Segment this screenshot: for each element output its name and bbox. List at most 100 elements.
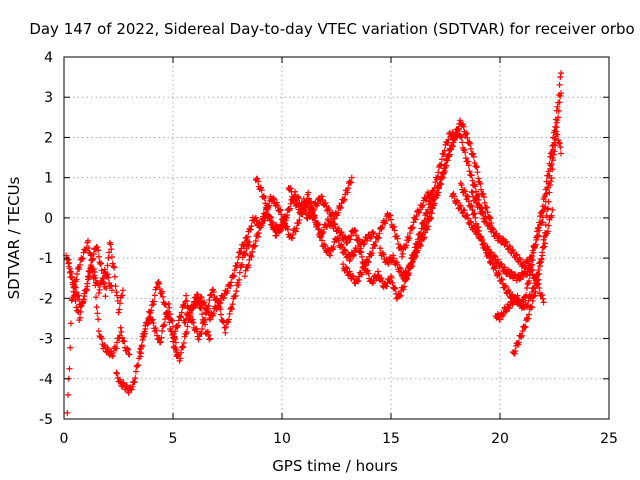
data-point bbox=[140, 333, 147, 340]
data-point bbox=[271, 196, 278, 203]
data-point bbox=[73, 276, 80, 283]
data-point bbox=[291, 194, 298, 201]
data-point bbox=[416, 209, 423, 216]
data-point bbox=[348, 232, 355, 239]
data-point bbox=[85, 245, 92, 252]
data-point bbox=[341, 196, 348, 203]
data-point bbox=[467, 145, 474, 152]
data-point bbox=[535, 276, 542, 283]
data-point bbox=[350, 251, 357, 258]
data-point bbox=[308, 198, 315, 205]
data-point bbox=[516, 276, 523, 283]
data-point bbox=[483, 215, 490, 222]
data-point bbox=[352, 227, 359, 234]
data-point bbox=[284, 223, 291, 230]
data-point bbox=[108, 282, 115, 289]
data-point bbox=[375, 234, 382, 241]
data-point bbox=[502, 283, 509, 290]
data-point bbox=[406, 265, 413, 272]
data-point bbox=[279, 223, 286, 230]
data-point bbox=[207, 335, 214, 342]
data-point bbox=[252, 214, 259, 221]
data-point bbox=[201, 316, 208, 323]
data-point bbox=[65, 256, 72, 263]
data-point bbox=[464, 193, 471, 200]
data-point bbox=[96, 286, 103, 293]
x-tick-label: 15 bbox=[382, 431, 400, 447]
data-point bbox=[113, 289, 120, 296]
data-point bbox=[465, 215, 472, 222]
data-point bbox=[249, 248, 256, 255]
data-point bbox=[255, 230, 262, 237]
data-point bbox=[105, 254, 112, 261]
data-point bbox=[391, 284, 398, 291]
data-point bbox=[118, 328, 125, 335]
data-point bbox=[175, 322, 182, 329]
y-tick-label: -2 bbox=[39, 291, 53, 307]
data-point bbox=[497, 316, 503, 323]
data-point bbox=[92, 282, 99, 289]
data-point bbox=[257, 184, 264, 191]
data-point bbox=[84, 237, 91, 244]
data-point bbox=[195, 336, 202, 343]
data-point bbox=[248, 223, 255, 230]
data-point bbox=[483, 204, 490, 211]
data-point bbox=[465, 158, 472, 165]
data-point bbox=[313, 202, 320, 209]
data-point bbox=[414, 249, 421, 256]
data-point bbox=[287, 185, 294, 192]
data-point bbox=[543, 212, 550, 219]
data-point bbox=[87, 269, 94, 276]
data-point bbox=[467, 218, 474, 225]
data-point bbox=[216, 300, 223, 307]
data-point bbox=[536, 219, 543, 226]
data-point bbox=[94, 244, 101, 251]
data-point bbox=[148, 307, 155, 314]
data-point bbox=[554, 131, 561, 138]
data-point bbox=[270, 195, 277, 202]
data-point bbox=[172, 339, 179, 346]
data-point bbox=[214, 303, 221, 310]
data-point bbox=[293, 225, 300, 232]
data-point bbox=[241, 251, 248, 258]
data-point bbox=[498, 260, 505, 267]
data-point bbox=[526, 278, 533, 285]
data-point bbox=[76, 261, 83, 268]
data-point bbox=[137, 353, 144, 360]
data-point bbox=[247, 252, 254, 259]
data-point bbox=[533, 234, 540, 241]
data-point bbox=[110, 263, 117, 270]
data-point bbox=[121, 338, 128, 345]
data-point bbox=[483, 204, 490, 211]
series-arc-14 bbox=[398, 117, 497, 282]
data-point bbox=[76, 265, 83, 272]
data-point bbox=[186, 309, 193, 316]
data-point bbox=[252, 242, 259, 249]
axis-ticks: 0 5 10 15 20 25 -5 -4 -3 -2 -1 0 1 2 3 4 bbox=[39, 50, 618, 447]
data-point bbox=[522, 294, 529, 301]
y-tick-label: -3 bbox=[39, 332, 53, 348]
data-point bbox=[276, 206, 283, 213]
data-point bbox=[276, 228, 283, 235]
data-point bbox=[151, 292, 158, 299]
data-point bbox=[526, 258, 533, 265]
data-point bbox=[197, 294, 204, 301]
data-point bbox=[390, 252, 397, 259]
data-point bbox=[395, 241, 402, 248]
data-point bbox=[540, 299, 547, 306]
data-point bbox=[457, 202, 464, 209]
data-point bbox=[492, 265, 499, 272]
data-point bbox=[132, 368, 139, 375]
data-point bbox=[521, 324, 528, 331]
data-point bbox=[444, 139, 451, 146]
data-point bbox=[322, 200, 329, 207]
data-point bbox=[335, 237, 342, 244]
data-point bbox=[227, 282, 234, 289]
x-tick-label: 25 bbox=[600, 431, 618, 447]
data-point bbox=[289, 235, 296, 242]
data-point bbox=[66, 265, 73, 272]
data-point bbox=[201, 299, 208, 306]
data-point bbox=[95, 316, 102, 323]
data-point bbox=[548, 212, 555, 219]
data-point bbox=[458, 134, 465, 141]
